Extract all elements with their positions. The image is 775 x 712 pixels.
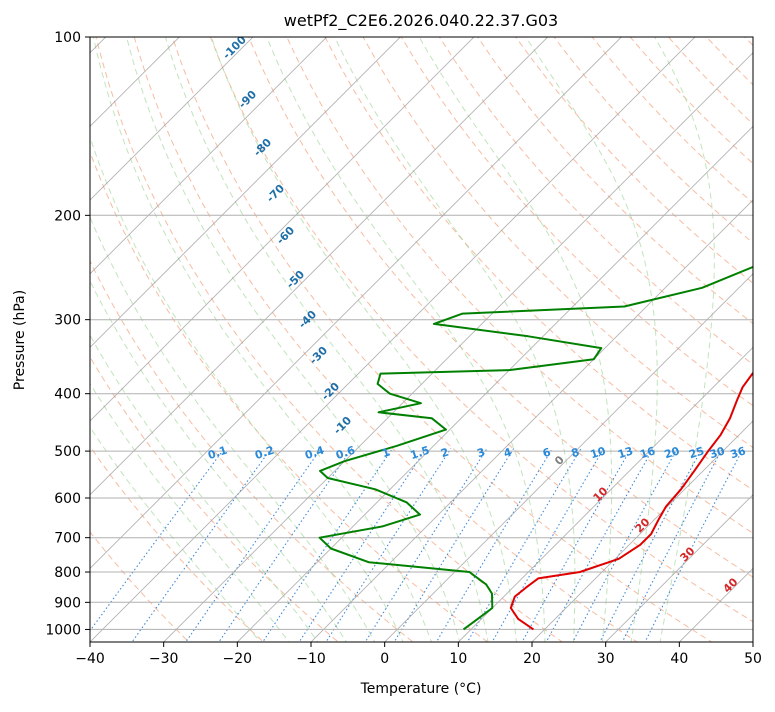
y-tick-label: 800 xyxy=(54,565,81,581)
y-axis-label: Pressure (hPa) xyxy=(12,290,28,390)
y-tick-label: 500 xyxy=(54,444,81,460)
chart-title: wetPf2_C2E6.2026.040.22.37.G03 xyxy=(284,11,558,31)
x-tick-label: 0 xyxy=(380,651,389,667)
x-tick-label: 30 xyxy=(597,651,615,667)
x-tick-label: 10 xyxy=(449,651,467,667)
y-tick-label: 300 xyxy=(54,313,81,329)
x-tick-label: 20 xyxy=(523,651,541,667)
x-tick-label: −20 xyxy=(223,651,253,667)
x-tick-label: 50 xyxy=(744,651,762,667)
y-tick-label: 100 xyxy=(54,30,81,46)
x-tick-label: 40 xyxy=(670,651,688,667)
x-tick-label: −30 xyxy=(149,651,179,667)
y-tick-label: 700 xyxy=(54,531,81,547)
x-tick-label: −40 xyxy=(75,651,105,667)
y-tick-label: 1000 xyxy=(45,622,81,638)
y-tick-label: 900 xyxy=(54,595,81,611)
y-tick-label: 200 xyxy=(54,208,81,224)
x-tick-label: −10 xyxy=(296,651,326,667)
y-tick-label: 600 xyxy=(54,491,81,507)
x-axis-label: Temperature (°C) xyxy=(360,681,482,697)
y-tick-label: 400 xyxy=(54,387,81,403)
